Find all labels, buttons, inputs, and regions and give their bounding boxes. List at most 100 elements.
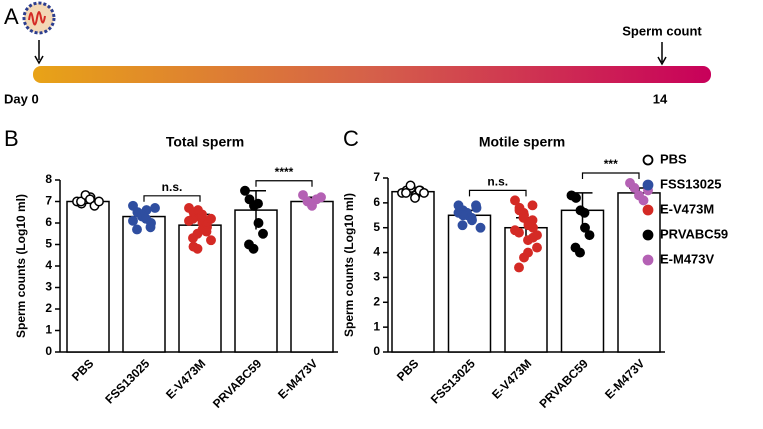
- data-point: [258, 228, 268, 239]
- legend-marker: [642, 154, 654, 166]
- data-point: [401, 187, 411, 198]
- data-point: [316, 192, 326, 203]
- x-tick-label: FSS13025: [102, 356, 152, 406]
- significance-label: n.s.: [162, 180, 183, 194]
- arrow-head: [34, 55, 44, 65]
- data-point: [410, 192, 420, 203]
- data-point: [240, 185, 250, 196]
- y-tick-label: 7: [45, 194, 52, 208]
- comparison-bracket: [468, 189, 527, 197]
- y-tick-label: 8: [45, 172, 52, 186]
- data-point: [128, 215, 138, 226]
- data-point: [132, 224, 142, 235]
- y-tick-label: 1: [45, 323, 52, 337]
- data-point: [475, 222, 486, 233]
- data-point: [184, 215, 194, 226]
- data-point: [76, 196, 86, 207]
- significance-label: n.s.: [487, 175, 508, 189]
- x-tick-label: FSS13025: [428, 356, 478, 406]
- x-tick-label: E-V473M: [163, 356, 208, 401]
- panel-label: C: [343, 126, 359, 151]
- y-axis-label: Sperm counts (Log10 ml): [14, 194, 28, 338]
- data-point: [206, 213, 216, 224]
- data-point: [518, 212, 529, 223]
- legend-marker: [642, 254, 654, 266]
- arrow-head: [657, 56, 667, 66]
- timeline-event: Sperm count: [622, 23, 702, 38]
- y-tick-label: 4: [373, 245, 380, 259]
- legend-label: E-M473V: [660, 251, 715, 266]
- comparison-bracket: [581, 172, 640, 179]
- legend-label: FSS13025: [660, 176, 721, 191]
- y-tick-label: 5: [45, 237, 52, 251]
- data-point: [253, 218, 264, 228]
- bar: [391, 190, 435, 353]
- data-point: [253, 198, 263, 209]
- y-tick-label: 3: [45, 280, 52, 294]
- bar: [617, 192, 661, 353]
- data-point: [510, 195, 520, 206]
- legend-marker: [642, 204, 654, 216]
- x-tick-label: E-M473V: [275, 356, 320, 401]
- data-point: [298, 190, 308, 201]
- x-tick-label: PRVABC59: [536, 356, 591, 411]
- data-point: [419, 187, 429, 198]
- timeline-bar: [33, 66, 711, 83]
- bar: [122, 215, 166, 353]
- y-tick-label: 2: [373, 294, 380, 308]
- y-tick-label: 5: [373, 220, 380, 234]
- y-tick-label: 2: [45, 301, 52, 315]
- data-point: [532, 230, 542, 241]
- x-tick-label: PBS: [69, 356, 96, 383]
- bar: [290, 200, 334, 353]
- significance-label: ***: [604, 157, 618, 171]
- data-point: [514, 205, 525, 216]
- data-point: [405, 180, 416, 191]
- x-tick-label: PBS: [394, 356, 421, 383]
- data-point: [638, 195, 649, 206]
- data-point: [94, 196, 104, 207]
- panel-label: A: [4, 4, 19, 29]
- data-point: [523, 247, 533, 258]
- y-tick-label: 0: [45, 344, 52, 358]
- data-point: [527, 200, 538, 211]
- bar: [560, 209, 605, 353]
- y-tick-label: 6: [45, 215, 52, 229]
- y-tick-label: 6: [373, 195, 380, 209]
- y-tick-label: 4: [45, 258, 52, 272]
- bar: [447, 214, 492, 353]
- data-point: [584, 230, 595, 241]
- data-point: [307, 200, 317, 211]
- data-point: [579, 207, 590, 218]
- panel-label: B: [4, 126, 19, 151]
- y-tick-label: 7: [373, 170, 380, 184]
- data-point: [188, 233, 198, 244]
- data-point: [150, 203, 160, 213]
- data-point: [457, 220, 468, 231]
- legend-marker: [642, 229, 654, 241]
- x-tick-label: PRVABC59: [210, 356, 265, 411]
- data-point: [248, 243, 259, 254]
- y-tick-label: 1: [373, 319, 380, 333]
- legend-label: PRVABC59: [660, 226, 728, 241]
- data-point: [514, 262, 524, 273]
- data-point: [206, 235, 216, 246]
- data-point: [192, 243, 203, 254]
- chart-title: Motile sperm: [479, 134, 565, 150]
- data-point: [145, 222, 156, 233]
- chart-title: Total sperm: [166, 134, 244, 150]
- data-point: [580, 222, 590, 233]
- data-point: [523, 220, 534, 231]
- bar: [234, 209, 278, 353]
- y-axis-label: Sperm counts (Log10 ml): [342, 193, 356, 337]
- data-point: [197, 211, 207, 222]
- data-point: [571, 192, 581, 203]
- y-tick-label: 0: [373, 344, 380, 358]
- data-point: [629, 182, 640, 193]
- data-point: [458, 210, 468, 221]
- data-point: [201, 226, 212, 237]
- virus-icon: [22, 1, 56, 35]
- y-tick-label: 3: [373, 270, 380, 284]
- legend-marker: [642, 179, 654, 191]
